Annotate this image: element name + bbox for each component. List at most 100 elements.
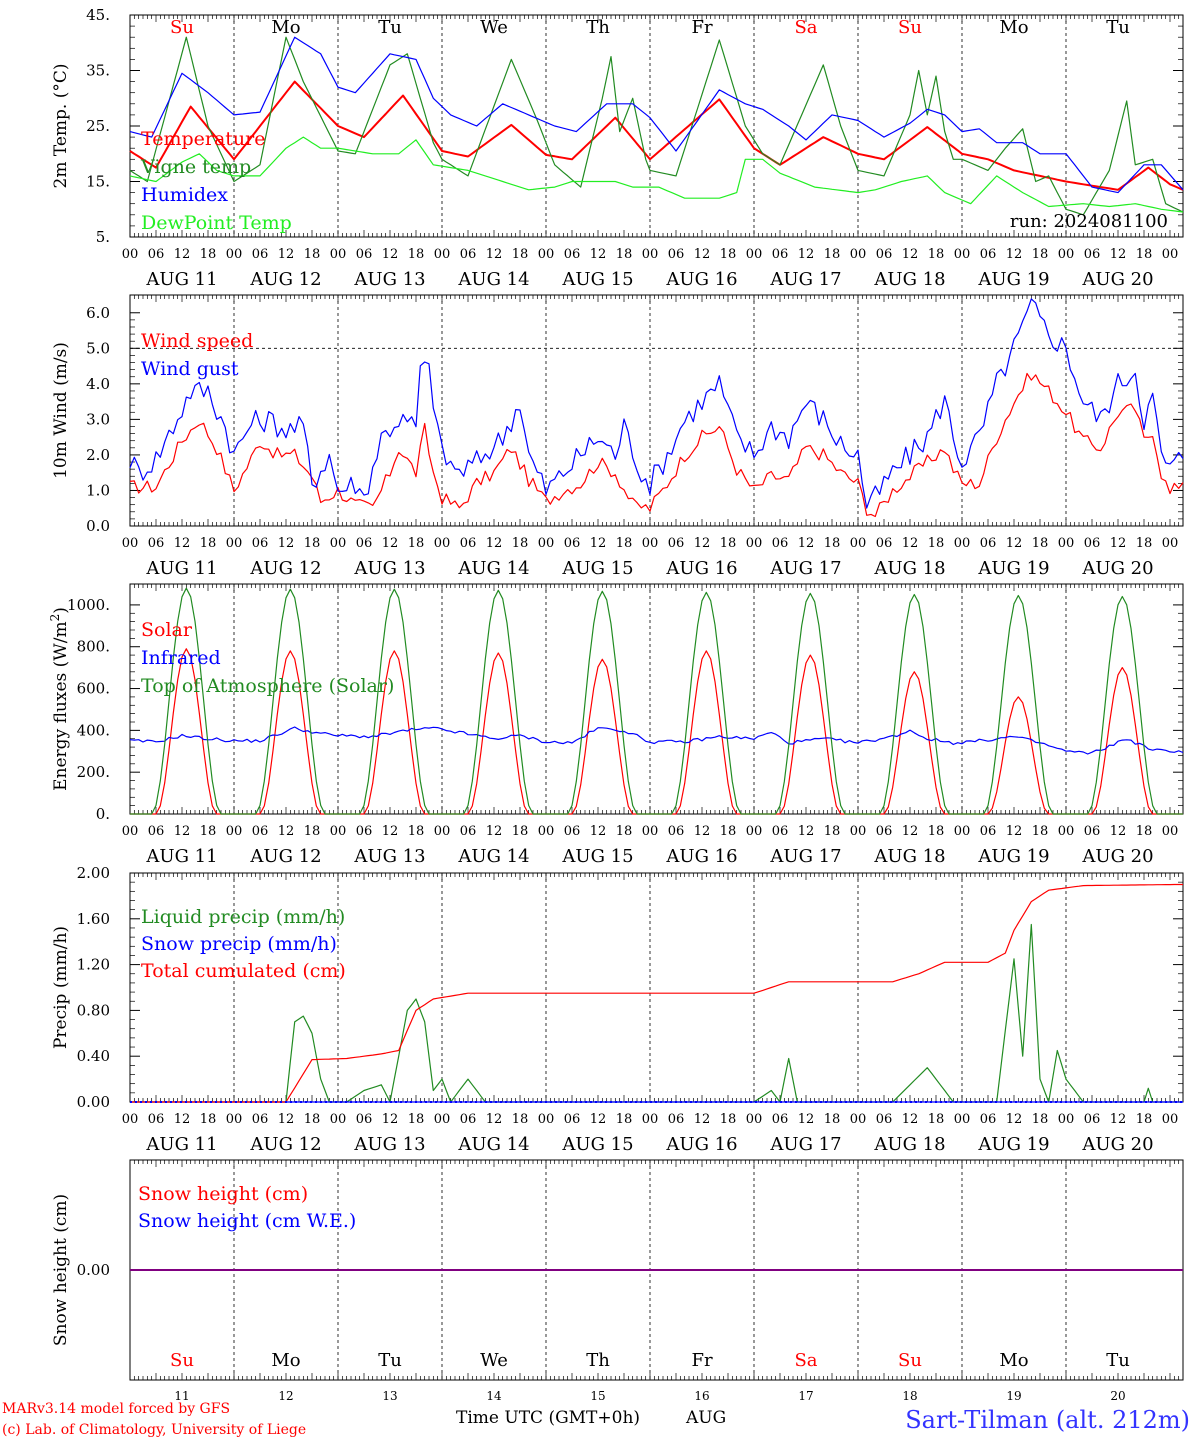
hour-tick-label: 18: [1032, 247, 1049, 262]
weekday-label: Th: [586, 17, 610, 38]
hour-tick-label: 12: [382, 824, 399, 839]
hour-tick-label: 00: [122, 824, 139, 839]
hour-tick-label: 00: [538, 1112, 555, 1127]
hour-tick-label: 18: [824, 824, 841, 839]
hour-tick-label: 00: [746, 824, 763, 839]
day-label: AUG 11: [145, 269, 217, 290]
day-number-label: 15: [590, 1389, 605, 1403]
hour-tick-label: 18: [1136, 824, 1153, 839]
hour-tick-label: 00: [1058, 1112, 1075, 1127]
hour-tick-label: 18: [200, 1112, 217, 1127]
hour-tick-label: 06: [876, 536, 893, 551]
day-label: AUG 19: [977, 846, 1049, 867]
weekday-label: Mo: [271, 17, 300, 38]
y-tick-label: 1.0: [86, 481, 110, 499]
weekday-label: Tu: [378, 17, 402, 38]
hour-tick-label: 00: [954, 536, 971, 551]
day-label: AUG 12: [249, 269, 321, 290]
hour-tick-label: 06: [772, 1112, 789, 1127]
hour-tick-label: 12: [902, 1112, 919, 1127]
hour-tick-label: 00: [330, 536, 347, 551]
weekday-label: Fr: [691, 1350, 712, 1371]
hour-tick-label: 06: [1084, 1112, 1101, 1127]
series-line: [129, 298, 1184, 509]
hour-tick-label: 12: [278, 1112, 295, 1127]
hour-tick-label: 18: [408, 536, 425, 551]
series-line: [130, 587, 1183, 815]
hour-tick-label: 12: [1006, 536, 1023, 551]
hour-tick-label: 18: [304, 536, 321, 551]
hour-tick-label: 18: [720, 536, 737, 551]
weekday-label: Tu: [1106, 1350, 1130, 1371]
hour-tick-label: 00: [226, 824, 243, 839]
time-axis-label: Time UTC (GMT+0h): [456, 1408, 640, 1428]
hour-tick-label: 18: [1032, 824, 1049, 839]
hour-tick-label: 18: [928, 1112, 945, 1127]
day-label: AUG 11: [145, 558, 217, 579]
panel-3: 0. 200. 400. 600. 800. 1000.Energy fluxes (W/…: [48, 583, 1184, 867]
hour-tick-label: 06: [980, 1112, 997, 1127]
y-tick-label: 200.: [77, 763, 110, 781]
hour-tick-label: 06: [1084, 824, 1101, 839]
hour-tick-label: 12: [798, 1112, 815, 1127]
hour-tick-label: 12: [382, 1112, 399, 1127]
panel-4: 0.00 0.40 0.80 1.20 1.60 2.00 Precip (mm/h) 00 0…: [51, 864, 1184, 1155]
weekday-label: Th: [586, 1350, 610, 1371]
day-label: AUG 16: [665, 846, 737, 867]
hour-tick-label: 18: [200, 824, 217, 839]
legend-entry: Snow height (cm): [138, 1183, 308, 1205]
legend-entry: Total cumulated (cm): [141, 960, 346, 982]
hour-tick-label: 06: [564, 536, 581, 551]
weekday-label: Sa: [794, 17, 817, 38]
hour-tick-label: 06: [252, 1112, 269, 1127]
hour-tick-label: 12: [798, 824, 815, 839]
y-tick-label: 3.0: [86, 410, 110, 428]
day-number-label: 19: [1006, 1389, 1021, 1403]
hour-tick-label: 18: [1032, 536, 1049, 551]
hour-tick-label: 00: [1058, 247, 1075, 262]
day-label: AUG 18: [873, 846, 945, 867]
hour-tick-label: 18: [616, 1112, 633, 1127]
hour-tick-label: 18: [512, 824, 529, 839]
hour-tick-label: 00: [538, 536, 555, 551]
hour-tick-label: 00: [954, 824, 971, 839]
hour-tick-label: 06: [564, 824, 581, 839]
y-tick-label: 1.20: [77, 956, 110, 974]
hour-tick-label: 06: [460, 1112, 477, 1127]
hour-tick-label: 18: [408, 824, 425, 839]
series-line: [129, 136, 1184, 213]
panel-frame: [129, 294, 1184, 527]
weekday-label: Tu: [378, 1350, 402, 1371]
day-label: AUG 16: [665, 269, 737, 290]
day-number-label: 11: [174, 1389, 189, 1403]
hour-tick-label: 06: [252, 536, 269, 551]
hour-tick-label: 12: [1110, 824, 1127, 839]
hour-tick-label: 12: [382, 536, 399, 551]
hour-tick-label: 00: [746, 1112, 763, 1127]
hour-tick-label: 18: [616, 536, 633, 551]
hour-tick-label: 12: [382, 247, 399, 262]
hour-tick-label: 00: [122, 1112, 139, 1127]
hour-tick-label: 06: [772, 247, 789, 262]
hour-tick-label: 00: [642, 536, 659, 551]
hour-tick-label: 18: [928, 247, 945, 262]
day-label: AUG 13: [353, 269, 425, 290]
y-tick-label: 600.: [77, 680, 110, 698]
day-label: AUG 14: [457, 1134, 529, 1155]
hour-tick-label: 18: [304, 247, 321, 262]
hour-tick-label: 00: [434, 1112, 451, 1127]
series-line: [130, 648, 1183, 815]
hour-tick-label: 12: [174, 247, 191, 262]
y-tick-label: 5.0: [86, 339, 110, 357]
weekday-label: Su: [898, 1350, 922, 1371]
hour-tick-label: 00: [850, 824, 867, 839]
day-label: AUG 17: [769, 558, 841, 579]
legend-entry: Liquid precip (mm/h): [141, 906, 345, 928]
hour-tick-label: 12: [902, 247, 919, 262]
legend-entry: Snow height (cm W.E.): [138, 1210, 356, 1232]
hour-tick-label: 00: [954, 1112, 971, 1127]
hour-tick-label: 12: [486, 536, 503, 551]
day-label: AUG 14: [457, 846, 529, 867]
y-tick-label: 6.0: [86, 304, 110, 322]
y-axis-label: 10m Wind (m/s): [51, 342, 71, 479]
